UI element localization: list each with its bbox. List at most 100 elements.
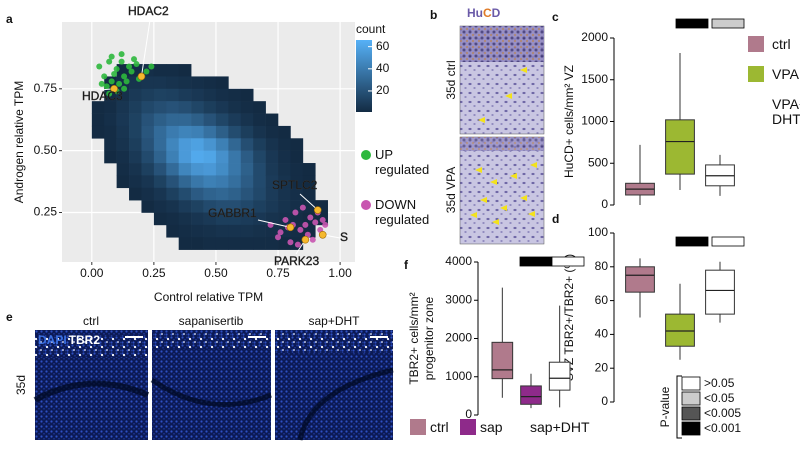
heatmap-cell	[191, 200, 204, 213]
heatmap-cell	[116, 113, 130, 127]
annotation-label: S	[340, 230, 348, 244]
annotation-label: HDAC2	[128, 4, 169, 18]
y-tick-label: 1000	[445, 369, 472, 383]
heatmap-cell	[191, 212, 204, 226]
heatmap-cell	[166, 150, 180, 164]
scatter-point	[131, 56, 138, 63]
heatmap-cell	[191, 187, 204, 201]
heatmap-cell	[253, 212, 266, 226]
heatmap-cell	[166, 64, 180, 77]
legend-swatch	[748, 66, 764, 82]
heatmap-cell	[228, 237, 242, 250]
y-tick-label: 4000	[445, 254, 472, 268]
heatmap-cell	[166, 200, 180, 213]
microscopy-image	[275, 330, 394, 441]
significance-bar	[675, 18, 709, 29]
heatmap-cell	[203, 76, 217, 90]
heatmap-cell	[203, 150, 217, 164]
annotated-point	[286, 223, 295, 232]
heatmap-cell	[203, 163, 217, 176]
y-tick-label: 0.50	[34, 143, 58, 157]
significance-bar	[711, 236, 745, 247]
scatter-point	[128, 68, 135, 75]
annotated-point	[137, 72, 146, 81]
scatter-point	[292, 209, 299, 216]
heatmap-cell	[116, 163, 130, 176]
heatmap-cell	[178, 64, 192, 77]
heatmap-cell	[178, 76, 192, 90]
heatmap-cell	[228, 200, 242, 213]
heatmap-cell	[153, 200, 167, 213]
heatmap-cell	[191, 163, 204, 176]
heatmap-cell	[166, 187, 180, 201]
panel-label: b	[430, 8, 437, 22]
heatmap-cell	[228, 175, 242, 189]
scatter-point	[143, 68, 150, 75]
heatmap-cell	[240, 175, 254, 189]
heatmap-cell	[228, 125, 242, 139]
heatmap-cell	[290, 175, 304, 189]
heatmap-cell	[129, 113, 142, 127]
scatter-point	[123, 78, 130, 85]
heatmap-cell	[215, 187, 229, 201]
heatmap-cell	[178, 138, 192, 151]
colorbar-title: count	[356, 22, 386, 36]
annotation-label: PARK23	[274, 254, 319, 268]
colorbar	[356, 40, 372, 112]
heatmap-cell	[91, 101, 105, 114]
heatmap-cell	[240, 187, 254, 201]
heatmap-cell	[153, 113, 167, 127]
heatmap-cell	[166, 88, 180, 102]
heatmap-cell	[153, 187, 167, 201]
scatter-point	[148, 63, 155, 70]
heatmap-cell	[166, 163, 180, 176]
image-row-label: 35d VPA	[444, 167, 458, 213]
heatmap-cell	[253, 125, 266, 139]
legend-swatch	[681, 391, 701, 406]
heatmap-cell	[191, 150, 204, 164]
heatmap-cell	[265, 200, 279, 213]
y-tick-label: 0	[601, 197, 608, 211]
y-tick-label: 80	[595, 259, 609, 273]
heatmap-cell	[265, 113, 279, 127]
y-tick-label: 20	[595, 360, 609, 374]
heatmap-cell	[215, 125, 229, 139]
x-axis-title: Control relative TPM	[154, 290, 263, 304]
annotated-point	[313, 206, 322, 214]
scatter-point	[108, 78, 115, 85]
heatmap-cell	[129, 163, 142, 176]
heatmap-cell	[203, 175, 217, 189]
heatmap-cell	[141, 76, 155, 90]
heatmap-cell	[166, 125, 180, 139]
heatmap-cell	[166, 113, 180, 127]
heatmap-cell	[191, 113, 204, 127]
legend-bracket	[676, 375, 682, 439]
x-tick-label: 0.75	[266, 266, 290, 280]
heatmap-cell	[178, 88, 192, 102]
heatmap-cell	[104, 125, 117, 139]
heatmap-cell	[278, 187, 291, 201]
panel-label: e	[6, 310, 13, 324]
panel-label: d	[552, 212, 559, 226]
y-tick-label: 60	[595, 293, 609, 307]
heatmap-cell	[178, 125, 192, 139]
heatmap-cell	[141, 125, 155, 139]
heatmap-cell	[265, 163, 279, 176]
heatmap-cell	[166, 224, 180, 238]
annotation-leader	[257, 219, 291, 228]
heatmap-cell	[153, 212, 167, 226]
heatmap-cell	[240, 125, 254, 139]
heatmap-cell	[104, 113, 117, 127]
legend-swatch	[681, 421, 701, 436]
heatmap-cell	[290, 138, 304, 151]
heatmap-cell	[141, 200, 155, 213]
heatmap-cell	[228, 138, 242, 151]
y-tick-label: 500	[588, 155, 608, 169]
heatmap-cell	[153, 150, 167, 164]
heatmap-cell	[278, 150, 291, 164]
heatmap-cell	[153, 175, 167, 189]
heatmap-cell	[153, 88, 167, 102]
heatmap-cell	[178, 237, 192, 250]
heatmap-cell	[228, 113, 242, 127]
heatmap-cell	[240, 237, 254, 250]
